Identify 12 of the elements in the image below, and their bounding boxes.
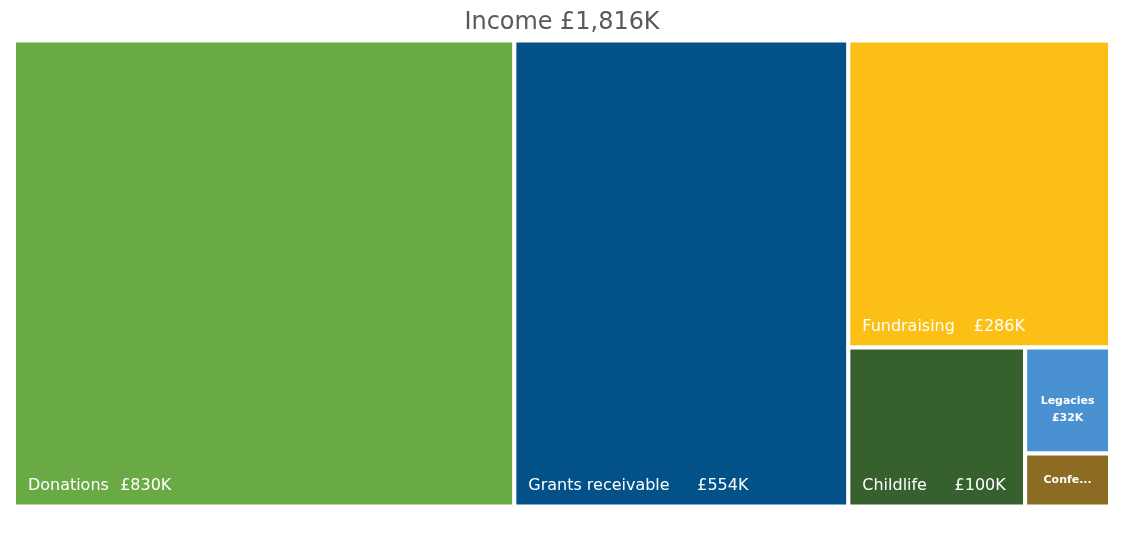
category-label: Fundraising: [862, 315, 955, 335]
category-label: Donations: [27, 474, 109, 494]
data-label: £286K: [973, 315, 1026, 335]
text: Income £1,816K: [464, 7, 661, 36]
data-label: £32K: [1051, 410, 1084, 424]
data-label: £100K: [954, 474, 1007, 494]
category-label: Childlife: [862, 474, 927, 494]
data-label: £554K: [697, 474, 749, 494]
category-label: Grants receivable: [528, 474, 670, 494]
category-label: Legacies: [1040, 393, 1096, 407]
data-label: £830K: [120, 474, 172, 494]
category-label: Confe...: [1043, 473, 1092, 487]
